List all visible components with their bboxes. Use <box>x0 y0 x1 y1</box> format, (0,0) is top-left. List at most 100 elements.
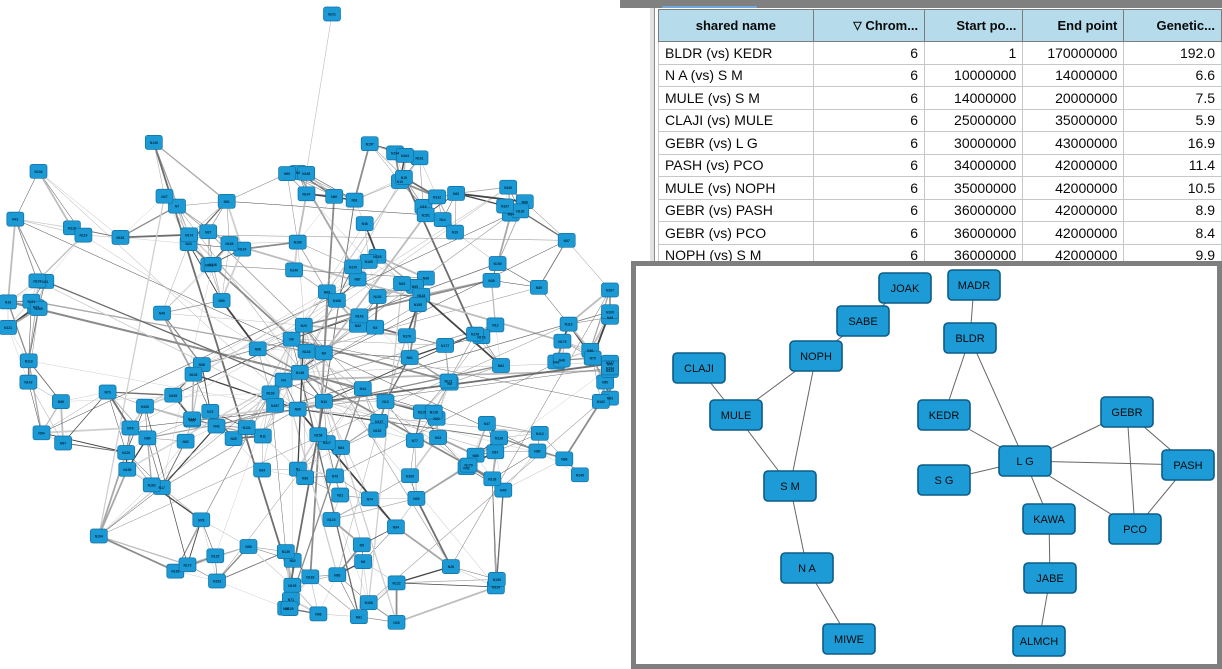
svg-text:N134: N134 <box>302 350 310 354</box>
svg-text:N116: N116 <box>68 226 76 230</box>
svg-text:N51: N51 <box>224 200 230 204</box>
svg-text:N181: N181 <box>116 236 124 240</box>
svg-text:N156: N156 <box>314 433 322 437</box>
svg-text:N178: N178 <box>471 333 479 337</box>
svg-text:N4: N4 <box>281 379 285 383</box>
svg-text:BLDR: BLDR <box>955 333 984 345</box>
svg-text:N174: N174 <box>185 233 193 237</box>
svg-text:N5: N5 <box>360 543 364 547</box>
svg-text:N16: N16 <box>5 301 11 305</box>
svg-text:N67: N67 <box>492 450 498 454</box>
svg-text:N113: N113 <box>25 359 33 363</box>
svg-text:N12: N12 <box>492 324 498 328</box>
svg-text:N87: N87 <box>354 278 360 282</box>
svg-text:N29: N29 <box>413 497 419 501</box>
svg-text:N128: N128 <box>430 411 438 415</box>
svg-text:N140: N140 <box>290 269 298 273</box>
svg-text:N115: N115 <box>418 411 426 415</box>
svg-text:N62: N62 <box>498 364 504 368</box>
svg-text:MIWE: MIWE <box>834 634 864 646</box>
svg-text:N66: N66 <box>522 200 528 204</box>
svg-text:N166: N166 <box>333 299 341 303</box>
svg-text:N172: N172 <box>183 563 191 567</box>
svg-text:N158: N158 <box>123 468 131 472</box>
svg-text:N72: N72 <box>207 410 213 414</box>
svg-text:S G: S G <box>935 475 954 487</box>
svg-text:N180: N180 <box>294 241 302 245</box>
svg-text:N32: N32 <box>453 192 459 196</box>
svg-text:N124: N124 <box>238 248 246 252</box>
svg-text:N100: N100 <box>606 310 614 314</box>
svg-text:N0: N0 <box>289 338 293 342</box>
svg-text:N21: N21 <box>337 494 343 498</box>
svg-text:N33: N33 <box>321 400 327 404</box>
svg-text:N34: N34 <box>259 469 265 473</box>
svg-text:N117: N117 <box>323 441 331 445</box>
svg-text:N60: N60 <box>331 195 337 199</box>
svg-text:N75: N75 <box>590 357 596 361</box>
svg-text:N151: N151 <box>422 213 430 217</box>
svg-text:N118: N118 <box>417 294 425 298</box>
svg-text:N86: N86 <box>58 400 64 404</box>
svg-text:N77: N77 <box>412 439 418 443</box>
svg-text:N46: N46 <box>362 222 368 226</box>
svg-text:N79: N79 <box>332 474 338 478</box>
svg-text:N11: N11 <box>260 435 266 439</box>
svg-text:N82: N82 <box>355 324 361 328</box>
svg-text:N104: N104 <box>95 535 103 539</box>
svg-text:L G: L G <box>1016 456 1033 468</box>
svg-text:N28: N28 <box>448 565 454 569</box>
svg-text:N30: N30 <box>587 349 593 353</box>
svg-text:N37: N37 <box>205 230 211 234</box>
svg-text:N186: N186 <box>302 172 310 176</box>
svg-text:N176: N176 <box>403 334 411 338</box>
svg-text:N102: N102 <box>189 373 197 377</box>
svg-text:PCO: PCO <box>1123 524 1147 536</box>
svg-text:N110: N110 <box>565 323 573 327</box>
svg-text:N164: N164 <box>401 154 409 158</box>
svg-text:JABE: JABE <box>1036 573 1064 585</box>
svg-text:N10: N10 <box>397 180 403 184</box>
svg-text:N56: N56 <box>199 363 205 367</box>
svg-text:N7: N7 <box>175 205 179 209</box>
svg-text:N187: N187 <box>271 404 279 408</box>
svg-text:N131: N131 <box>243 426 251 430</box>
svg-text:N155: N155 <box>414 303 422 307</box>
svg-text:N146: N146 <box>209 263 217 267</box>
svg-text:N69: N69 <box>324 290 330 294</box>
svg-text:N76: N76 <box>127 427 133 431</box>
svg-text:N183: N183 <box>306 575 314 579</box>
svg-text:N41: N41 <box>12 218 18 222</box>
svg-text:ALMCH: ALMCH <box>1020 636 1059 648</box>
svg-text:N90: N90 <box>284 172 290 176</box>
svg-text:N83: N83 <box>334 573 340 577</box>
svg-text:N144: N144 <box>188 417 196 421</box>
svg-text:ISO1: ISO1 <box>328 13 336 17</box>
svg-text:N89: N89 <box>144 437 150 441</box>
svg-text:N135: N135 <box>373 255 381 259</box>
svg-text:N167: N167 <box>501 205 509 209</box>
svg-text:N142: N142 <box>24 381 32 385</box>
svg-text:CLAJI: CLAJI <box>684 363 714 375</box>
svg-text:N109: N109 <box>406 474 414 478</box>
svg-text:NOPH: NOPH <box>800 351 832 363</box>
svg-text:N80: N80 <box>534 450 540 454</box>
svg-text:N138: N138 <box>488 477 496 481</box>
svg-text:N55: N55 <box>412 285 418 289</box>
svg-text:N93: N93 <box>399 282 405 286</box>
svg-text:N179: N179 <box>465 464 473 468</box>
svg-text:N170: N170 <box>349 265 357 269</box>
svg-text:N44: N44 <box>360 387 366 391</box>
svg-text:N105: N105 <box>288 584 296 588</box>
svg-text:N123: N123 <box>327 518 335 522</box>
svg-text:N23: N23 <box>435 436 441 440</box>
svg-text:N112: N112 <box>536 432 544 436</box>
svg-text:N81: N81 <box>356 615 362 619</box>
svg-text:N24: N24 <box>185 242 191 246</box>
svg-text:N106: N106 <box>141 405 149 409</box>
svg-text:N137: N137 <box>375 420 383 424</box>
svg-text:N111: N111 <box>28 300 36 304</box>
svg-text:N63: N63 <box>607 397 613 401</box>
svg-text:N182: N182 <box>148 484 156 488</box>
svg-text:N9: N9 <box>322 352 326 356</box>
